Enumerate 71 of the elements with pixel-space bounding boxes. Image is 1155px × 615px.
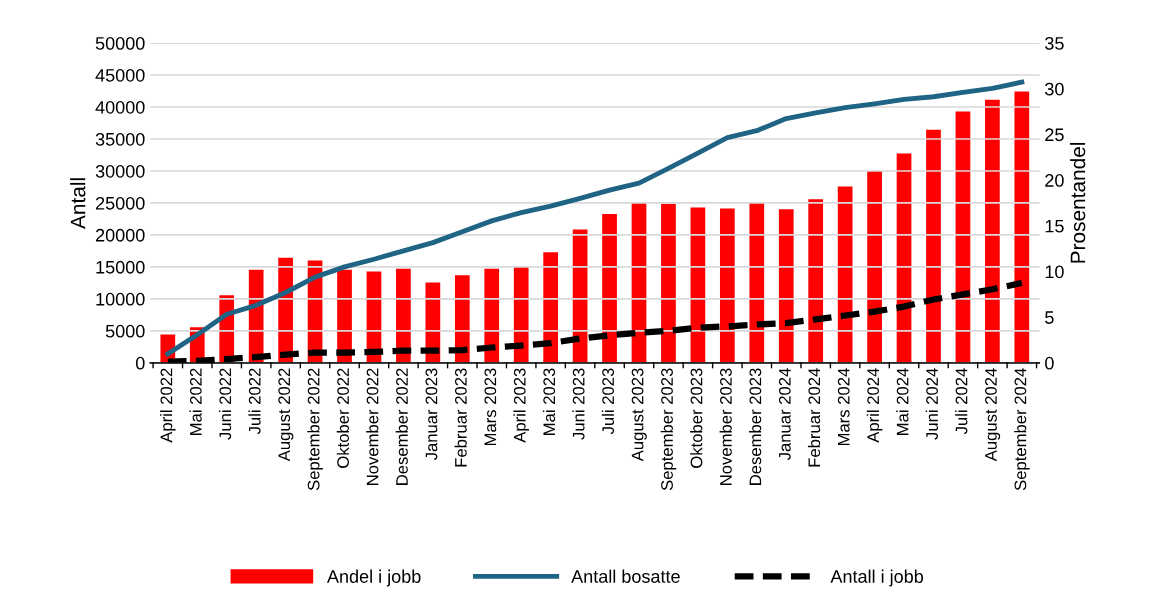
y-axis-title: Antall	[70, 178, 86, 229]
y2-tick-label: 15	[1045, 219, 1064, 233]
x-tick-label: Mai 2023	[542, 368, 556, 435]
y-tick-label: 35000	[95, 132, 145, 146]
y-tick-label: 30000	[95, 164, 145, 178]
x-tick-label: Mars 2023	[484, 368, 497, 446]
x-tick-label: Desember 2022	[395, 368, 408, 485]
y-tick-label: 25000	[95, 196, 145, 210]
bar	[484, 268, 500, 363]
legend-label: Antall i jobb	[830, 569, 923, 587]
y-tick-label: 10000	[96, 292, 145, 306]
x-tick-label: Juni 2024	[925, 368, 938, 440]
y-tick-label: 0	[135, 356, 145, 370]
y-tick-label: 45000	[95, 68, 145, 82]
line-series	[165, 79, 1025, 357]
bar	[661, 203, 676, 363]
bar	[454, 275, 470, 363]
y-tick-label: 5000	[105, 324, 145, 338]
x-tick-label: August 2024	[985, 368, 1001, 462]
x-tick-label: Februar 2023	[454, 368, 467, 467]
x-tick-label: September 2023	[660, 368, 677, 491]
y2-tick-label: 5	[1045, 311, 1054, 324]
legend-label: Antall bosatte	[571, 569, 680, 583]
y2-tick-label: 0	[1045, 356, 1054, 370]
bar	[513, 266, 529, 363]
y2-tick-label: 35	[1045, 36, 1064, 50]
y2-tick-label: 10	[1045, 265, 1064, 279]
x-tick-label: Januar 2024	[778, 368, 791, 461]
x-tick-label: September 2024	[1014, 368, 1030, 491]
x-tick-label: April 2022	[160, 368, 176, 443]
y-tick-label: 15000	[96, 260, 145, 274]
y-tick-label: 40000	[95, 100, 145, 114]
x-tick-label: Oktober 2023	[690, 368, 703, 468]
x-tick-label: Oktober 2022	[336, 368, 349, 468]
bar	[396, 268, 411, 363]
bar	[778, 209, 794, 363]
x-tick-label: Juli 2024	[955, 368, 968, 435]
x-tick-label: Mars 2024	[837, 368, 850, 446]
bar	[543, 252, 559, 363]
y2-tick-label: 20	[1045, 174, 1064, 187]
y-tick-label: 50000	[95, 36, 145, 50]
bar	[1014, 91, 1030, 363]
bar	[837, 186, 853, 363]
bar	[926, 129, 941, 363]
x-tick-label: September 2022	[307, 368, 323, 491]
x-tick-label: Juli 2022	[248, 368, 261, 435]
x-tick-label: Desember 2023	[749, 368, 762, 485]
bar	[867, 170, 882, 363]
legend-label: Andel i jobb	[326, 569, 421, 587]
bar	[749, 202, 765, 363]
x-tick-label: August 2023	[631, 368, 647, 462]
x-tick-label: Juni 2022	[218, 368, 232, 440]
x-tick-label: Januar 2023	[425, 368, 438, 461]
x-tick-label: April 2023	[513, 368, 529, 443]
x-tick-label: Juni 2023	[572, 368, 585, 440]
x-tick-label: Mai 2024	[896, 368, 909, 435]
y2-tick-label: 25	[1045, 128, 1064, 142]
x-tick-label: Februar 2024	[807, 368, 821, 467]
bar	[808, 199, 824, 363]
bar	[602, 213, 617, 363]
x-tick-label: November 2022	[366, 368, 379, 485]
x-tick-label: April 2024	[866, 368, 883, 443]
x-tick-label: August 2022	[278, 368, 294, 462]
x-tick-label: Juli 2023	[601, 368, 615, 435]
bar	[719, 208, 735, 363]
y-tick-label: 20000	[95, 228, 145, 242]
x-tick-label: Mai 2022	[189, 368, 202, 435]
y2-axis-title: Prosentandel	[1070, 142, 1086, 263]
bar	[985, 99, 1000, 363]
x-tick-label: November 2023	[719, 368, 732, 485]
y2-tick-label: 30	[1045, 82, 1064, 96]
